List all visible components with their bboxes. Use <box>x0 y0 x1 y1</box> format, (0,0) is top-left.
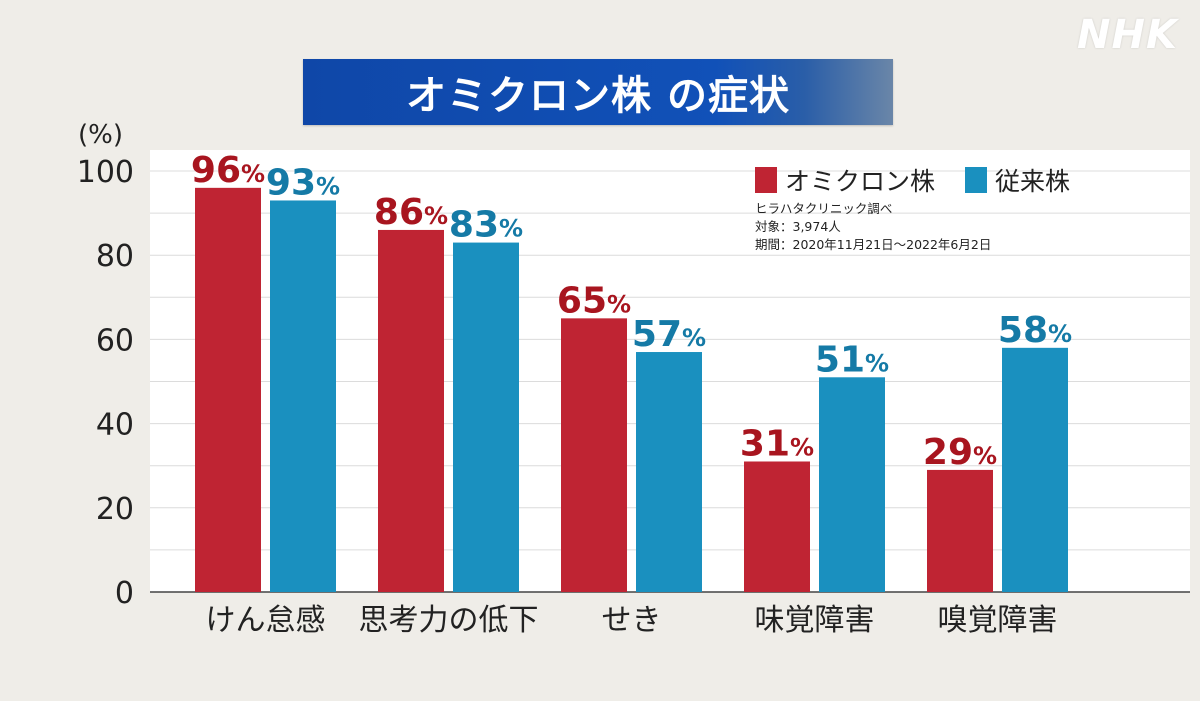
category-label: せき <box>602 603 662 638</box>
y-tick-label: 60 <box>96 323 134 358</box>
bar-omicron <box>927 469 993 592</box>
data-label-conventional: 93% <box>266 162 340 203</box>
data-label-omicron: 29% <box>923 432 997 473</box>
bar-conventional <box>270 200 336 592</box>
target-note: 対象：3,974人 <box>755 219 841 234</box>
data-label-conventional: 57% <box>632 314 706 355</box>
bar-omicron <box>195 187 261 592</box>
nhk-logo: NHK <box>1077 12 1178 58</box>
y-tick-label: 40 <box>96 408 134 443</box>
y-tick-label: 80 <box>96 239 134 274</box>
category-label: けん怠感 <box>206 603 326 638</box>
category-label: 思考力の低下 <box>359 603 539 638</box>
data-label-omicron: 31% <box>740 423 814 464</box>
title-banner: オミクロン株 の症状 <box>303 59 893 125</box>
period-note: 期間：2020年11月21日～2022年6月2日 <box>755 237 992 252</box>
y-axis-unit: (%) <box>78 120 123 150</box>
legend-label-omicron: オミクロン株 <box>785 167 936 196</box>
data-label-omicron: 65% <box>557 280 631 321</box>
y-tick-label: 100 <box>77 155 134 190</box>
bar-conventional <box>819 377 885 592</box>
category-label: 味覚障害 <box>755 603 875 638</box>
data-label-conventional: 51% <box>815 339 889 380</box>
data-label-conventional: 58% <box>998 310 1072 351</box>
data-label-omicron: 96% <box>191 150 265 191</box>
bar-omicron <box>561 318 627 592</box>
legend-swatch-conventional <box>965 167 988 193</box>
data-label-omicron: 86% <box>374 192 448 233</box>
legend-item-omicron: オミクロン株 <box>755 162 935 198</box>
bar-omicron <box>378 229 444 592</box>
data-label-conventional: 83% <box>449 205 523 246</box>
chart-title: オミクロン株 の症状 <box>406 73 790 119</box>
bar-conventional <box>1002 347 1068 592</box>
y-tick-label: 20 <box>96 492 134 527</box>
bar-conventional <box>636 352 702 592</box>
category-label: 嗅覚障害 <box>938 603 1058 638</box>
y-tick-label: 0 <box>115 576 134 611</box>
bar-omicron <box>744 461 810 592</box>
source-note: ヒラハタクリニック調べ <box>755 201 893 216</box>
legend: オミクロン株 従来株 <box>755 162 1070 198</box>
legend-item-conventional: 従来株 <box>965 162 1070 198</box>
legend-swatch-omicron <box>755 167 777 193</box>
legend-label-conventional: 従来株 <box>995 167 1071 196</box>
bar-conventional <box>453 242 519 592</box>
